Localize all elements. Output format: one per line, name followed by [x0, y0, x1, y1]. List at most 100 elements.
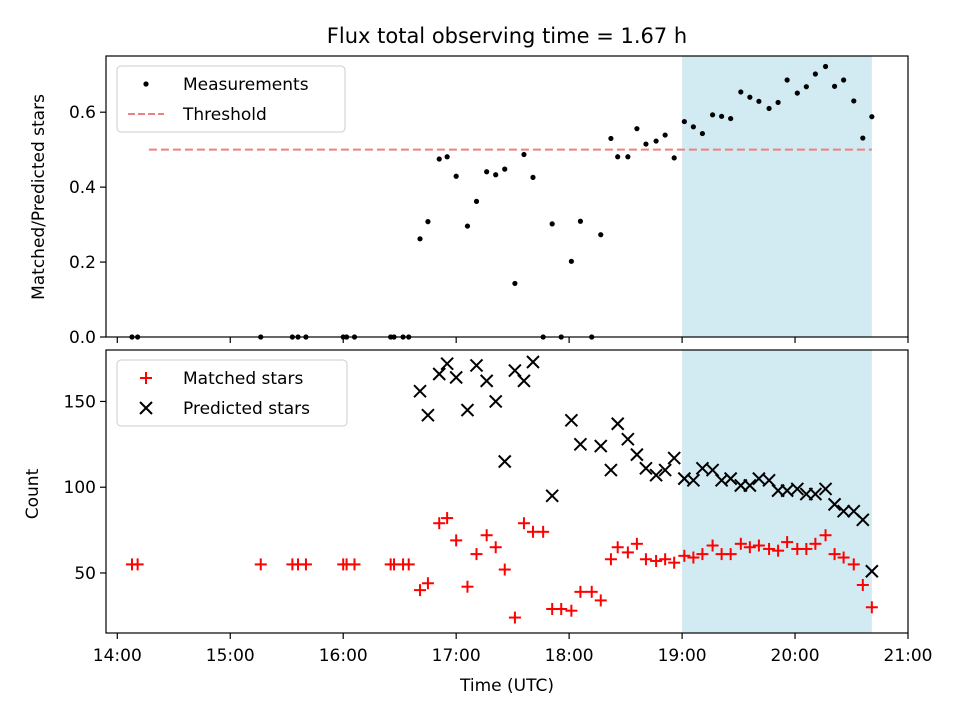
- bottom-series-1-point-b: [714, 473, 729, 488]
- x-tick-label: 19:00: [658, 646, 707, 666]
- bottom-series-0-point: [470, 548, 483, 561]
- bottom-series-1-point-b: [790, 482, 805, 496]
- bottom-series-1-point: [421, 408, 435, 422]
- top-series-0-point: [784, 77, 790, 83]
- bottom-series-0-point: [611, 541, 624, 554]
- top-series-0-point: [851, 98, 857, 104]
- bottom-series-0-point: [752, 539, 765, 552]
- bottom-series-0-point: [800, 542, 813, 555]
- bottom-series-1-point: [630, 447, 644, 462]
- bottom-series-1-point-b: [743, 478, 757, 493]
- top-y-tick-label: 0.2: [69, 253, 96, 273]
- top-series-0-point: [869, 114, 875, 120]
- top-series-0-point: [643, 141, 649, 147]
- bottom-series-0-point: [668, 556, 681, 569]
- bottom-series-1-point-b: [686, 473, 701, 488]
- top-series-0-point: [436, 156, 442, 162]
- bottom-series-0-point: [517, 517, 530, 530]
- bottom-series-0-point: [433, 517, 446, 530]
- bottom-series-1-point-b: [827, 497, 842, 512]
- bottom-series-0-point: [650, 554, 663, 567]
- bottom-series-1-point-b: [780, 483, 794, 498]
- bottom-series-0-point: [402, 558, 415, 571]
- bottom-series-1-point-b: [762, 473, 776, 488]
- top-series-0-point: [625, 154, 631, 160]
- bottom-series-0-point: [621, 546, 634, 559]
- bottom-series-1-point: [488, 394, 503, 409]
- bottom-series-1-point: [413, 384, 427, 398]
- bottom-series-1-point: [449, 370, 463, 385]
- bottom-series-0-point: [724, 548, 737, 561]
- y-axis-label-bottom: Count: [23, 468, 43, 519]
- bottom-series-0-point: [299, 558, 312, 571]
- top-series-0-point: [794, 90, 800, 96]
- bottom-series-0-point: [574, 585, 587, 598]
- bottom-series-0-point: [781, 536, 794, 549]
- bottom-y-tick-label: 50: [74, 564, 96, 584]
- top-series-0-point: [484, 169, 490, 175]
- bottom-series-1-point: [440, 357, 454, 371]
- bottom-y-tick-label: 150: [64, 392, 96, 412]
- bottom-series-1-point: [808, 487, 823, 501]
- top-series-0-point: [709, 112, 716, 118]
- bottom-legend-marker: [139, 401, 153, 415]
- bottom-panel: 50 100 150 14:00 15:00 16:00 17:00 18:00 19:00 20…: [64, 349, 933, 666]
- bottom-series-1-point: [604, 463, 618, 477]
- bottom-series-1-point: [479, 374, 494, 388]
- top-series-0-point: [530, 174, 536, 180]
- bottom-series-0-point: [565, 604, 578, 617]
- bottom-series-1-point: [469, 358, 484, 373]
- bottom-series-0-point: [763, 542, 776, 555]
- top-series-0-point: [502, 166, 508, 172]
- bottom-series-1-point: [856, 513, 870, 527]
- top-series-0-point: [464, 223, 471, 229]
- bottom-series-1-point-b: [856, 513, 870, 527]
- bottom-series-1-point: [517, 374, 531, 388]
- bottom-series-0-point: [594, 594, 607, 607]
- bottom-series-0-point: [743, 541, 756, 554]
- top-series-0-point: [521, 151, 527, 158]
- top-y-tick-label: 0.4: [69, 178, 96, 198]
- bottom-series-0-point: [585, 585, 598, 598]
- top-series-0-point: [444, 154, 450, 160]
- top-legend-label: Measurements: [183, 75, 309, 95]
- top-series-0-point: [756, 98, 762, 104]
- top-series-0-point: [841, 77, 847, 83]
- bottom-series-1-point: [836, 504, 851, 518]
- bottom-series-1-point-b: [818, 482, 833, 496]
- top-frame: [105, 55, 909, 338]
- bottom-series-1-point-b: [573, 437, 588, 452]
- bottom-series-0-point: [856, 578, 869, 591]
- bottom-series-0-point: [461, 580, 474, 593]
- bottom-series-1-point: [573, 437, 588, 452]
- bottom-series-0-point: [441, 512, 454, 525]
- bottom-series-1-point-b: [449, 370, 463, 385]
- top-series-0-point: [453, 173, 459, 179]
- bottom-series-1-point: [545, 489, 559, 503]
- bottom-series-1-point-b: [604, 463, 618, 477]
- bottom-series-1-point-b: [469, 358, 484, 373]
- bottom-series-0-point: [659, 553, 672, 566]
- bottom-series-0-point: [772, 544, 785, 557]
- top-series-0-point: [512, 280, 518, 287]
- top-series-0-point: [728, 115, 734, 122]
- top-series-0-point: [568, 258, 574, 264]
- bottom-series-1-point-b: [667, 451, 681, 465]
- bottom-series-0-point: [489, 541, 502, 554]
- bottom-series-1-point: [610, 417, 625, 431]
- bottom-series-1-point-b: [413, 384, 427, 398]
- bottom-series-1-point: [818, 482, 833, 496]
- top-series-0-point: [671, 155, 677, 161]
- bottom-series-1-point-b: [440, 357, 454, 371]
- top-series-0-point: [775, 99, 781, 106]
- bottom-series-1-point-b: [808, 487, 823, 501]
- bottom-series-1-point-b: [545, 489, 559, 503]
- top-y-tick-label: 0.0: [69, 328, 96, 348]
- top-series-0-point: [549, 221, 555, 227]
- bottom-series-1-point: [827, 497, 842, 512]
- bottom-series-1-point-b: [630, 447, 644, 462]
- bottom-series-0-point: [508, 611, 521, 624]
- top-series-0-point: [634, 126, 640, 132]
- bottom-series-1-point-b: [564, 413, 579, 428]
